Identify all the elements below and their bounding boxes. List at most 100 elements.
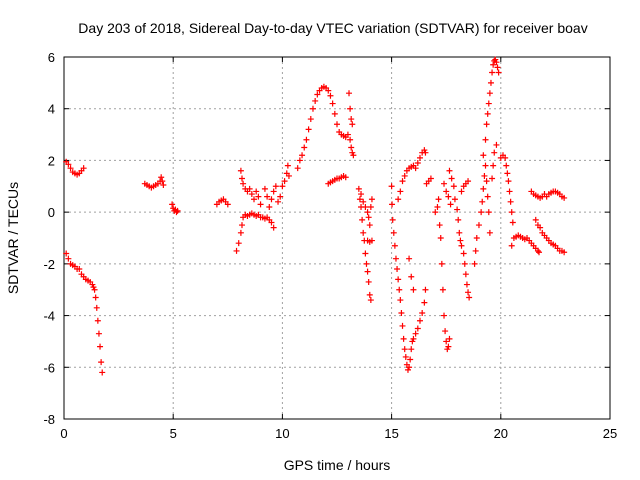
data-point: [397, 188, 404, 195]
data-point: [399, 178, 406, 185]
data-point: [422, 149, 429, 156]
data-point: [346, 90, 353, 97]
data-point: [349, 121, 356, 128]
data-point: [416, 317, 423, 324]
data-point: [506, 188, 513, 195]
data-point: [508, 242, 515, 249]
data-point: [484, 110, 491, 117]
data-point: [98, 359, 105, 366]
x-tick-label: 10: [275, 426, 289, 441]
data-point: [307, 116, 314, 123]
data-point: [456, 229, 463, 236]
data-point: [465, 289, 472, 296]
data-point: [445, 343, 452, 350]
data-point: [461, 260, 468, 267]
data-point: [364, 268, 371, 275]
data-point: [472, 247, 479, 254]
data-point: [270, 188, 277, 195]
data-point: [392, 255, 399, 262]
data-point: [366, 222, 373, 229]
data-point: [495, 69, 502, 76]
data-point: [489, 69, 496, 76]
data-point: [508, 209, 515, 216]
data-point: [446, 335, 453, 342]
data-point: [347, 105, 354, 112]
data-point: [479, 198, 486, 205]
data-point: [466, 294, 473, 301]
y-tick-label: 4: [48, 102, 55, 117]
data-point: [294, 165, 301, 172]
data-point: [536, 249, 543, 256]
y-tick-label: -8: [43, 412, 55, 427]
data-point: [356, 196, 363, 203]
data-point: [395, 196, 402, 203]
data-point: [491, 149, 498, 156]
data-point: [367, 203, 374, 210]
data-point: [99, 369, 106, 376]
data-point: [362, 203, 369, 210]
data-point: [483, 121, 490, 128]
y-tick-label: 0: [48, 205, 55, 220]
data-point: [359, 216, 366, 223]
data-point: [406, 255, 413, 262]
data-point: [532, 216, 539, 223]
data-point: [270, 224, 277, 231]
x-tick-label: 5: [170, 426, 177, 441]
data-point: [416, 154, 423, 161]
data-point: [347, 136, 354, 143]
data-point: [537, 224, 544, 231]
data-point: [482, 162, 489, 169]
data-point: [93, 304, 100, 311]
data-point: [342, 174, 349, 181]
data-point: [159, 178, 166, 185]
data-point: [257, 201, 264, 208]
data-point: [401, 346, 408, 353]
data-point: [355, 185, 362, 192]
data-point: [367, 297, 374, 304]
data-point: [76, 266, 83, 273]
data-point: [401, 172, 408, 179]
data-point: [486, 229, 493, 236]
y-tick-label: 6: [48, 50, 55, 65]
data-point: [388, 183, 395, 190]
data-point: [465, 178, 472, 185]
data-point: [463, 281, 470, 288]
data-point: [407, 356, 414, 363]
data-point: [443, 188, 450, 195]
data-point: [362, 250, 369, 257]
data-point: [360, 198, 367, 205]
plot-frame: [63, 56, 611, 420]
data-point: [410, 335, 417, 342]
data-point: [434, 203, 441, 210]
data-point: [329, 100, 336, 107]
data-point: [490, 162, 497, 169]
data-point: [481, 172, 488, 179]
data-point: [437, 235, 444, 241]
data-point: [475, 222, 482, 229]
data-point: [412, 330, 419, 337]
data-point: [486, 90, 493, 97]
data-point: [419, 309, 426, 316]
data-point: [233, 247, 240, 254]
data-point: [94, 317, 101, 324]
data-point: [314, 91, 321, 98]
data-point: [396, 286, 403, 293]
data-point: [450, 183, 457, 190]
data-point: [412, 165, 419, 172]
data-point: [445, 193, 452, 200]
data-point: [439, 286, 446, 293]
x-tick-label: 15: [384, 426, 398, 441]
data-point: [448, 175, 455, 182]
data-point: [365, 214, 372, 221]
data-point: [471, 260, 478, 267]
data-point: [503, 162, 510, 169]
data-point: [296, 157, 303, 164]
data-point: [279, 183, 286, 190]
data-point: [435, 196, 442, 203]
grid: [64, 57, 610, 419]
data-point: [441, 312, 448, 319]
data-point: [391, 242, 398, 249]
data-point: [268, 219, 275, 226]
data-point: [504, 170, 511, 177]
